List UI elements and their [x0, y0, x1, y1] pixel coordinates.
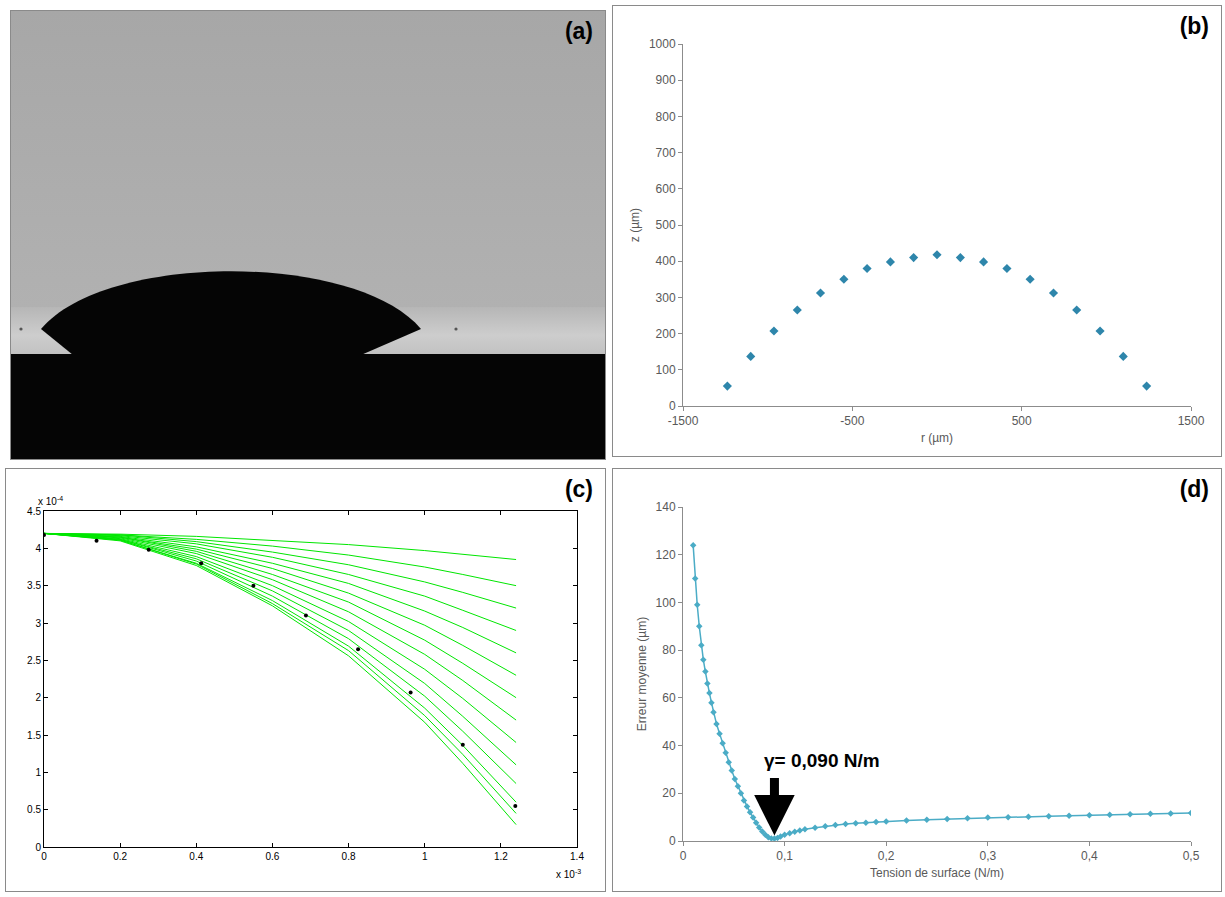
svg-text:500: 500: [1012, 414, 1032, 428]
svg-text:0: 0: [35, 842, 41, 853]
svg-text:Erreur moyenne (µm): Erreur moyenne (µm): [635, 617, 649, 731]
svg-text:0: 0: [669, 834, 676, 848]
svg-text:600: 600: [656, 182, 676, 196]
svg-text:0.6: 0.6: [265, 851, 279, 862]
svg-text:2.5: 2.5: [27, 655, 41, 666]
svg-text:x 10​-3​: x 10​-3​: [556, 868, 581, 880]
svg-text:0,1: 0,1: [776, 849, 793, 863]
svg-text:1500: 1500: [1178, 414, 1205, 428]
svg-text:1.4: 1.4: [570, 851, 584, 862]
svg-text:γ= 0,090 N/m: γ= 0,090 N/m: [764, 750, 880, 771]
svg-text:0.8: 0.8: [342, 851, 356, 862]
svg-text:0,2: 0,2: [878, 849, 895, 863]
svg-text:60: 60: [662, 691, 676, 705]
svg-text:0: 0: [41, 851, 47, 862]
svg-text:400: 400: [656, 254, 676, 268]
svg-text:40: 40: [662, 739, 676, 753]
html-text:(c): (c): [564, 476, 593, 502]
svg-text:3: 3: [35, 618, 41, 629]
svg-text:120: 120: [656, 548, 676, 562]
svg-text:1: 1: [422, 851, 428, 862]
svg-text:700: 700: [656, 146, 676, 160]
svg-text:800: 800: [656, 110, 676, 124]
svg-text:1: 1: [35, 767, 41, 778]
svg-text:100: 100: [656, 363, 676, 377]
svg-text:80: 80: [662, 643, 676, 657]
svg-text:-500: -500: [840, 414, 864, 428]
svg-text:0.4: 0.4: [189, 851, 203, 862]
svg-text:x 10​-4​: x 10​-4​: [38, 495, 63, 507]
svg-text:-1500: -1500: [668, 414, 699, 428]
svg-text:3.5: 3.5: [27, 580, 41, 591]
svg-text:0,5: 0,5: [1183, 849, 1200, 863]
svg-text:200: 200: [656, 327, 676, 341]
svg-text:0,3: 0,3: [979, 849, 996, 863]
svg-text:r (µm): r (µm): [921, 431, 953, 445]
svg-text:0.5: 0.5: [27, 804, 41, 815]
svg-text:2: 2: [35, 692, 41, 703]
svg-text:1000: 1000: [649, 37, 676, 51]
svg-text:100: 100: [656, 596, 676, 610]
svg-text:1.2: 1.2: [494, 851, 508, 862]
svg-text:20: 20: [662, 786, 676, 800]
svg-text:Tension de surface (N/m): Tension de surface (N/m): [870, 866, 1004, 880]
svg-text:140: 140: [656, 500, 676, 514]
svg-text:0.2: 0.2: [113, 851, 127, 862]
svg-text:1.5: 1.5: [27, 730, 41, 741]
svg-text:300: 300: [656, 291, 676, 305]
svg-text:500: 500: [656, 218, 676, 232]
svg-text:0: 0: [669, 399, 676, 413]
svg-text:z (µm): z (µm): [628, 208, 642, 242]
html-text:(a): (a): [564, 18, 593, 44]
svg-text:0,4: 0,4: [1081, 849, 1098, 863]
svg-text:4: 4: [35, 543, 41, 554]
html-text:(d): (d): [1179, 476, 1209, 502]
svg-text:900: 900: [656, 73, 676, 87]
svg-text:0: 0: [680, 849, 687, 863]
html-text:(b): (b): [1179, 13, 1209, 39]
svg-text:4.5: 4.5: [27, 506, 41, 517]
